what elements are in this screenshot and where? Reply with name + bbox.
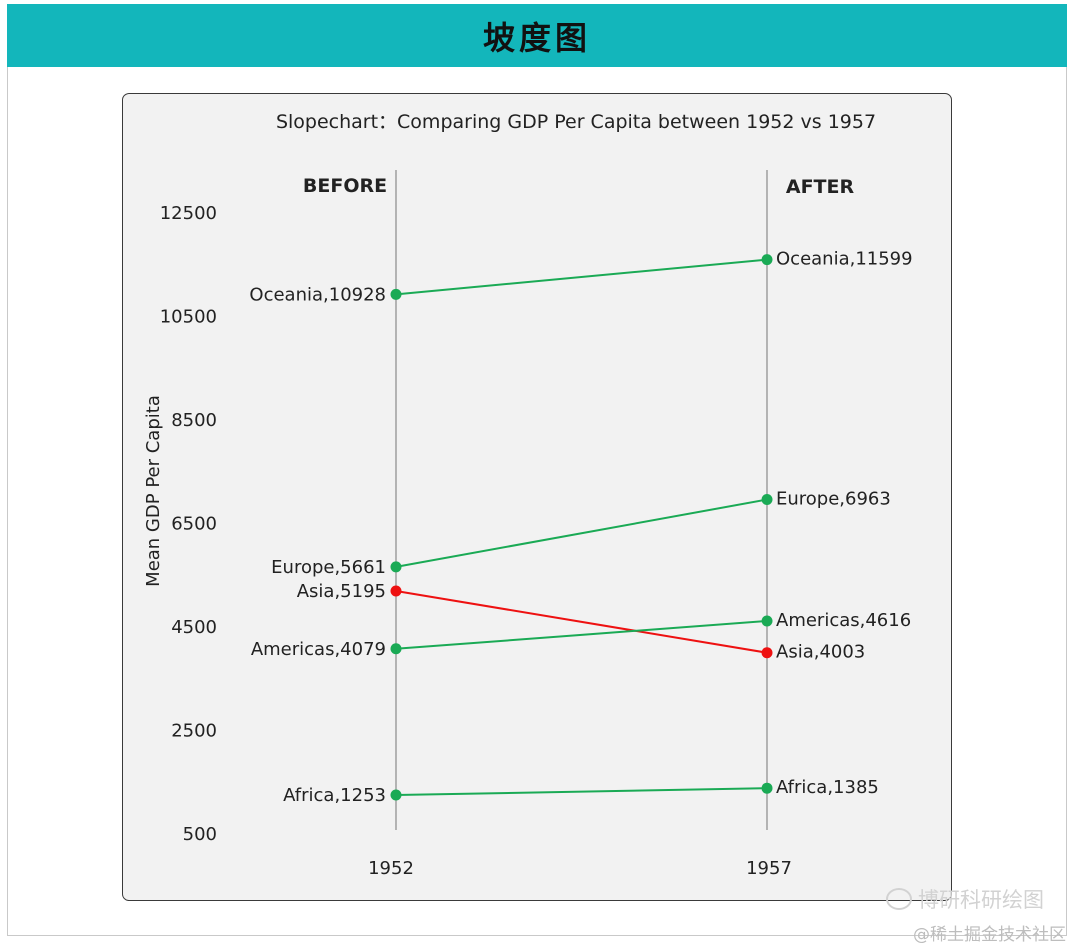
series-line-africa: [395, 787, 768, 797]
title-banner: 坡度图: [7, 4, 1067, 67]
banner-title: 坡度图: [482, 18, 591, 57]
x-tick-label-1957: 1957: [746, 858, 792, 879]
series-line-asia: [395, 590, 768, 654]
series-line-oceania: [395, 258, 768, 296]
series-line-europe: [395, 498, 768, 568]
point-oceania-1957: [761, 254, 773, 266]
y-tick-label: 2500: [171, 721, 217, 742]
wechat-icon: [886, 888, 912, 910]
y-tick-label: 4500: [171, 617, 217, 638]
y-tick-label: 12500: [160, 203, 217, 224]
slope-chart: Slopechart：Comparing GDP Per Capita betw…: [143, 111, 913, 879]
data-label-americas-1952: Americas,4079: [251, 639, 386, 660]
chart-title: Slopechart：Comparing GDP Per Capita betw…: [276, 111, 876, 133]
y-tick-label: 10500: [160, 307, 217, 328]
point-asia-1957: [761, 647, 773, 659]
watermark: 博研科研绘图: [886, 884, 1044, 914]
data-label-asia-1957: Asia,4003: [776, 642, 865, 663]
point-africa-1957: [761, 782, 773, 794]
data-label-oceania-1957: Oceania,11599: [776, 249, 913, 270]
watermark-label: 博研科研绘图: [918, 888, 1044, 912]
chart-plot-area: BEFORE AFTER 500 2500 4500 6500 8500 10500 12500…: [160, 170, 913, 879]
data-label-oceania-1952: Oceania,10928: [249, 284, 386, 305]
data-label-africa-1952: Africa,1253: [283, 785, 386, 806]
point-asia-1952: [390, 585, 402, 597]
point-americas-1952: [390, 643, 402, 655]
point-americas-1957: [761, 615, 773, 627]
point-europe-1952: [390, 561, 402, 573]
footer-mark: @稀土掘金技术社区: [913, 925, 1066, 945]
column-header-before: BEFORE: [303, 175, 387, 197]
point-oceania-1952: [390, 288, 402, 300]
chart-card: Slopechart：Comparing GDP Per Capita betw…: [122, 93, 952, 901]
data-label-africa-1957: Africa,1385: [776, 777, 879, 798]
data-label-asia-1952: Asia,5195: [297, 581, 386, 602]
data-label-americas-1957: Americas,4616: [776, 610, 911, 631]
data-label-europe-1952: Europe,5661: [271, 557, 386, 578]
y-axis-label: Mean GDP Per Capita: [143, 395, 164, 587]
point-africa-1952: [390, 789, 402, 801]
data-label-europe-1957: Europe,6963: [776, 489, 891, 510]
y-tick-label: 500: [183, 824, 217, 845]
series-line-americas: [395, 619, 768, 650]
column-header-after: AFTER: [786, 176, 855, 198]
y-tick-label: 6500: [171, 514, 217, 535]
y-tick-label: 8500: [171, 410, 217, 431]
x-tick-label-1952: 1952: [368, 858, 414, 879]
point-europe-1957: [761, 494, 773, 506]
